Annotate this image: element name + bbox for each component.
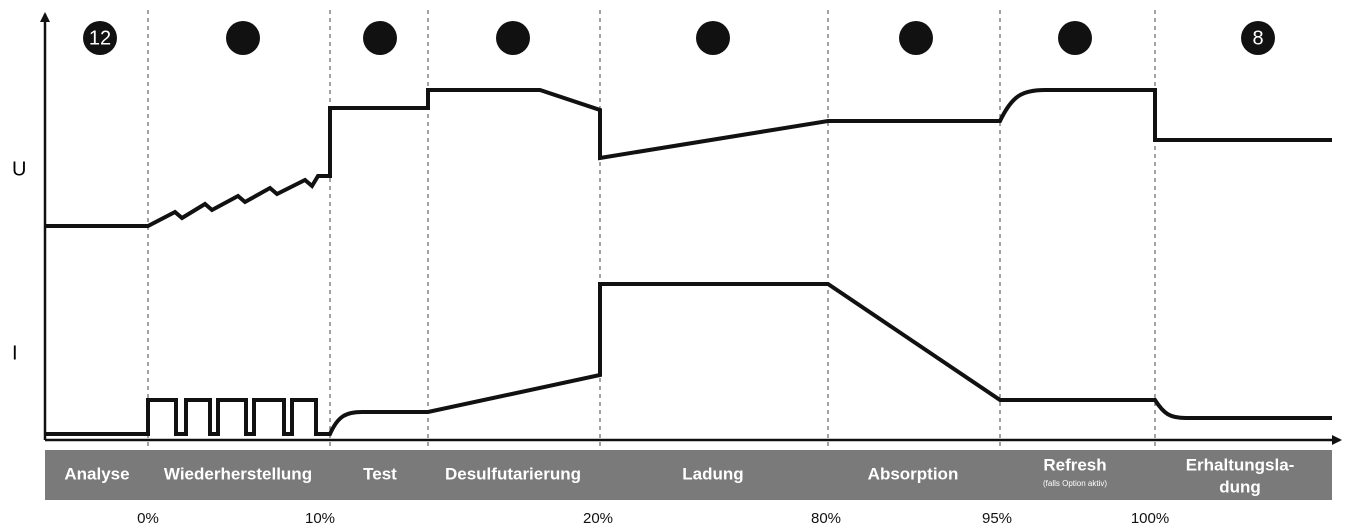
phase-badge — [1058, 21, 1092, 55]
phase-label: Wiederherstellung — [164, 464, 312, 483]
current-curve — [45, 282, 1332, 436]
threshold-label: 100% — [1131, 510, 1169, 527]
phase-badge — [83, 21, 117, 55]
voltage-label: U — [12, 158, 26, 180]
dividers — [147, 10, 1156, 450]
phase-label: Absorption — [868, 464, 959, 483]
phase-badge — [1241, 21, 1275, 55]
current-label: I — [12, 342, 18, 364]
phase-badge — [226, 21, 260, 55]
phase-badge — [696, 21, 730, 55]
threshold-label: 20% — [583, 510, 613, 527]
threshold-label: 95% — [982, 510, 1012, 527]
phase-label: Analyse — [64, 464, 129, 483]
phase-label: Ladung — [682, 464, 743, 483]
threshold-label: 10% — [305, 510, 335, 527]
phase-badge — [363, 21, 397, 55]
threshold-label: 0% — [137, 510, 159, 527]
phase-label: Test — [363, 464, 397, 483]
phase-note: (falls Option aktiv) — [1043, 479, 1107, 488]
phase-label: dung — [1219, 477, 1261, 496]
phase-label: Erhaltungsla- — [1186, 455, 1295, 474]
threshold-label: 80% — [811, 510, 841, 527]
phase-band — [45, 450, 1332, 500]
voltage-curve — [45, 88, 1332, 228]
phases: 12 Analyse Wiederherstellung Test Desulfutar… — [64, 21, 1294, 527]
phase-badge — [496, 21, 530, 55]
badge-number: 8 — [1252, 27, 1263, 49]
phase-label: Refresh — [1043, 455, 1106, 474]
phase-label: Desulfutarierung — [445, 464, 581, 483]
phase-badge — [899, 21, 933, 55]
badge-number: 12 — [89, 27, 111, 49]
